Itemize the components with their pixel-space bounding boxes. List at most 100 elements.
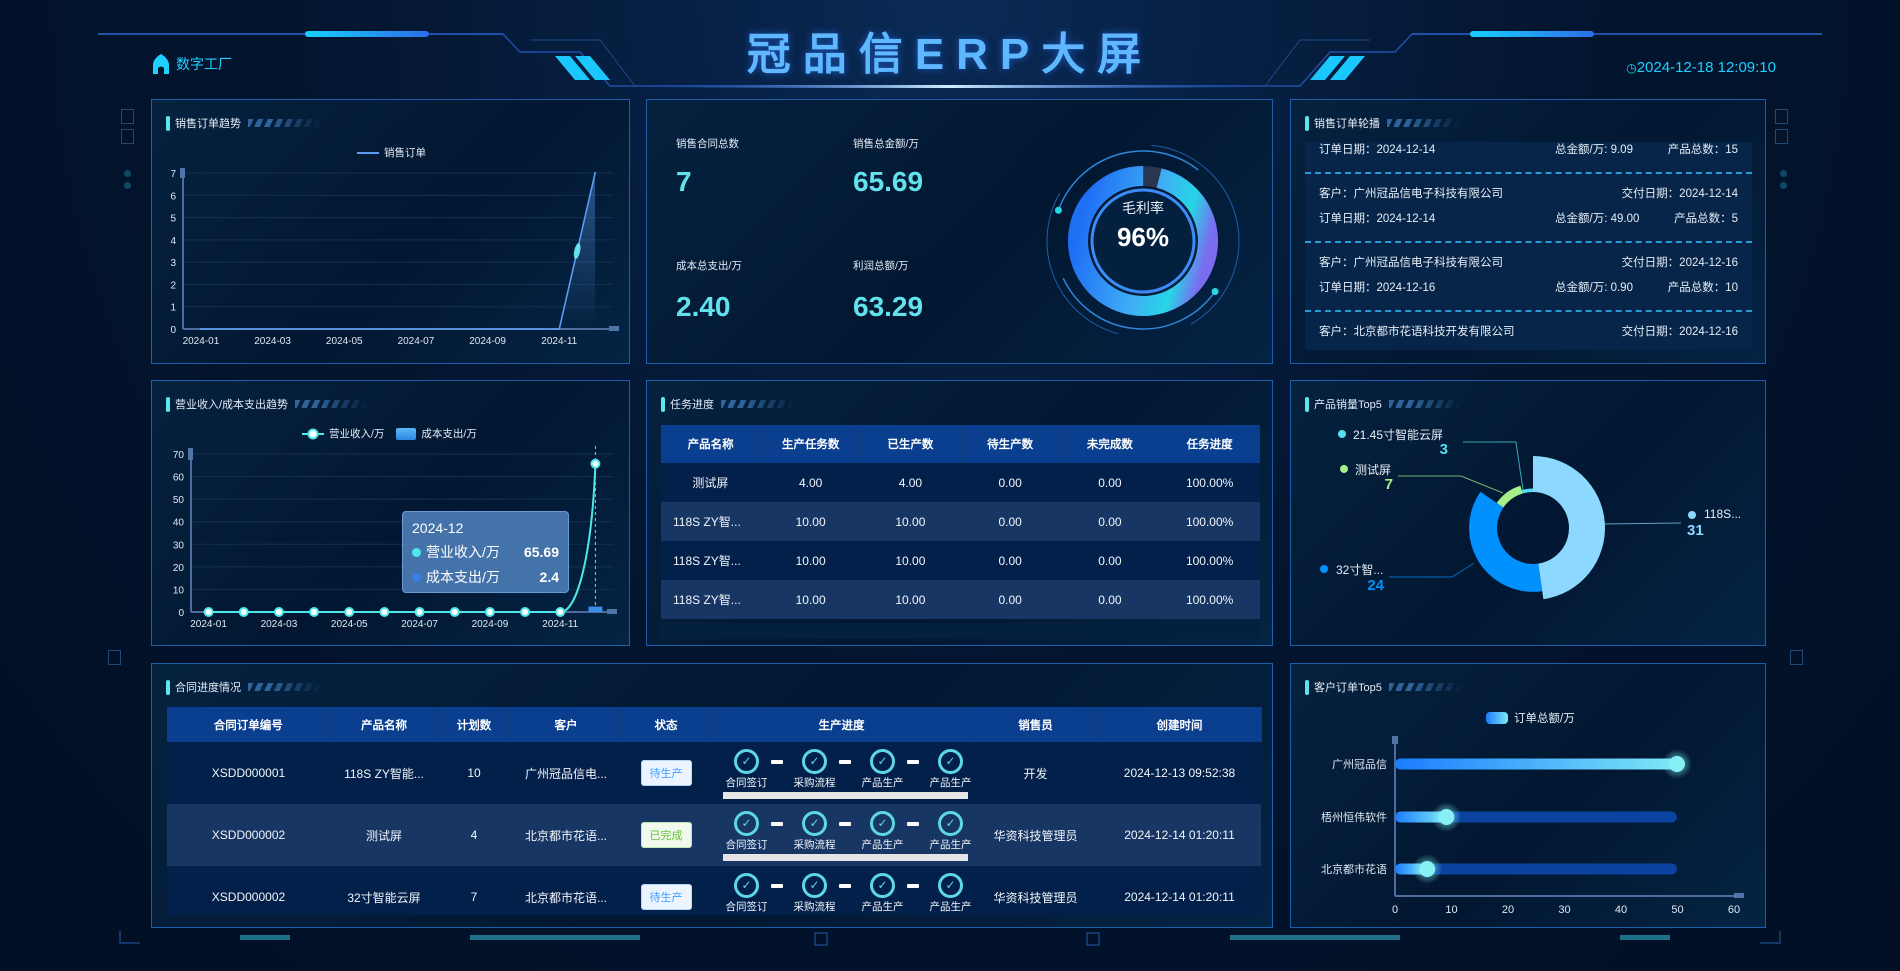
y-tick-label: 10 [173, 585, 185, 596]
status-badge[interactable]: 待生产 [640, 884, 692, 910]
data-point-2024-05 [343, 328, 346, 330]
header-line-right [1412, 33, 1822, 35]
step-label: 合同签订 [725, 901, 768, 913]
title-bar-icon [661, 396, 665, 412]
status-badge[interactable]: 已完成 [640, 822, 692, 848]
side-deco-square [1775, 109, 1788, 124]
legend-label: 销售订单 [384, 147, 426, 159]
slice-value: 24 [1367, 577, 1384, 594]
created-time: 2024-12-13 09:52:38 [1098, 742, 1261, 804]
legend-item-cost[interactable]: 成本支出/万 [396, 426, 477, 441]
side-deco-square [1775, 129, 1788, 144]
table-row[interactable]: XSDD000001 118S ZY智能... 10 广州冠品信电... 待生产 ✓ 合同签… [167, 742, 1261, 804]
step-connector [906, 760, 919, 764]
check-circle-icon: ✓ [870, 873, 895, 898]
bar-end-dot [1668, 756, 1685, 772]
table-row[interactable]: 测试屏 4.00 4.00 0.00 0.00 100.00% [661, 463, 1260, 502]
kpi-value-cost: 2.40 [676, 291, 731, 322]
table-row[interactable]: XSDD000002 测试屏 4 北京都市花语... 已完成 ✓ 合同签订 ✓ 采购流程 ✓ 产品生… [167, 804, 1261, 866]
table-row[interactable]: 118S ZY智... 10.00 10.00 0.00 0.00 100.00% [661, 541, 1260, 580]
contract-id: XSDD000002 [167, 866, 330, 915]
x-tick-label: 60 [1728, 904, 1740, 916]
kpi-label-cost: 成本总支出/万 [676, 260, 742, 272]
order-date: 订单日期：2024-12-14 [1319, 144, 1436, 156]
side-deco-square [121, 109, 134, 124]
series-line [200, 172, 596, 330]
chart-legend[interactable]: 销售订单 [357, 145, 426, 160]
check-circle-icon: ✓ [938, 873, 963, 898]
table-cell: 118S ZY智... [661, 541, 761, 580]
panel-title: 营业收入/成本支出趋势 [166, 396, 370, 412]
table-row[interactable]: XSDD000002 32寸智能云屏 7 北京都市花语... 待生产 ✓ 合同签订 ✓ 采购流程… [167, 866, 1261, 915]
progress-bar [722, 854, 968, 861]
side-deco-square [108, 650, 121, 665]
data-point-2024-06 [379, 328, 382, 330]
table-cell: 0.00 [1060, 463, 1160, 502]
x-tick-label: 2024-07 [398, 336, 435, 347]
side-deco-dot [124, 182, 131, 189]
order-list-item: 订单日期：2024-12-14 总金额/万: 9.09 产品总数：15 [1305, 142, 1752, 174]
column-header: 创建时间 [1098, 707, 1262, 742]
stripes-icon [295, 400, 370, 408]
data-point-2024-10 [522, 328, 525, 330]
order-customer-line: 客户：北京都市花语科技开发有限公司 交付日期：2024-12-16 [1305, 320, 1752, 345]
side-deco-dot [1780, 182, 1787, 189]
x-tick-label: 2024-03 [261, 619, 298, 630]
task-progress-panel: 任务进度 产品名称 生产任务数 已生产数 待生产数 未完成数 任务进度 测试屏 4.00 4.0… [646, 380, 1273, 646]
column-header: 产品名称 [330, 707, 439, 742]
kpi-label-sales-amount: 销售总金额/万 [853, 138, 919, 150]
legend-bar-icon [1486, 712, 1508, 724]
step-label: 产品生产 [861, 901, 904, 913]
column-header: 任务进度 [1159, 425, 1260, 463]
chart-legend[interactable]: 订单总额/万 [1486, 710, 1575, 726]
check-circle-icon: ✓ [938, 811, 963, 836]
side-deco-square [121, 129, 134, 144]
kpi-value-contracts: 7 [676, 166, 692, 197]
revenue-point-2024-09 [484, 607, 495, 617]
sales-order-trend-panel: 0 1 2 3 4 5 6 7 2024-01 2024-03 2024-05 2024-07 2024… [151, 99, 630, 364]
order-amount: 总金额/万: 49.00 [1555, 213, 1640, 225]
y-tick-label: 7 [170, 169, 176, 180]
category-label: 广州冠品信 [1332, 758, 1387, 771]
progress-step: ✓ 采购流程 [785, 873, 845, 914]
flow-highlight [573, 243, 581, 259]
panel-title: 任务进度 [661, 396, 795, 412]
column-header: 合同订单编号 [167, 707, 331, 742]
slice-label: 32寸智... [1336, 563, 1384, 577]
table-cell: 118S ZY智... [661, 580, 761, 619]
data-point-2024-11 [558, 328, 561, 330]
step-label: 采购流程 [793, 839, 836, 851]
x-tick-label: 2024-05 [326, 336, 363, 347]
table-row[interactable]: 118S ZY智... 10.00 10.00 0.00 0.00 100.00% [661, 502, 1260, 541]
order-amount: 总金额/万: 0.90 [1555, 282, 1633, 294]
title-bar-icon [1305, 115, 1309, 131]
step-label: 采购流程 [793, 901, 836, 913]
status-badge[interactable]: 待生产 [640, 760, 692, 786]
step-connector [838, 884, 851, 888]
table-cell: 4.00 [760, 463, 861, 502]
header-glow-left [305, 31, 429, 37]
table-row[interactable]: 118S ZY智... 10.00 10.00 0.00 0.00 100.00% [661, 580, 1260, 619]
bar-background [1395, 863, 1677, 875]
stripes-icon [1387, 119, 1461, 127]
y-zoom-handle [188, 448, 193, 460]
donut-slice-2 [1496, 485, 1523, 508]
customer-name: 北京都市花语... [510, 804, 622, 866]
step-connector [838, 822, 851, 826]
kpi-value-sales-amount: 65.69 [853, 166, 924, 197]
home-link[interactable]: 数字工厂 [152, 54, 232, 74]
legend-dot-icon [1320, 565, 1328, 573]
order-list[interactable]: 订单日期：2024-12-14 总金额/万: 9.09 产品总数：15 客户：广州冠品… [1305, 142, 1752, 350]
y-tick-label: 70 [173, 450, 185, 461]
order-customer: 客户：广州冠品信电子科技有限公司 [1319, 188, 1503, 200]
datetime: ◷2024-12-18 12:09:10 [1626, 59, 1776, 76]
check-circle-icon: ✓ [870, 749, 895, 774]
column-header: 生产任务数 [760, 425, 861, 463]
order-product-count: 产品总数：15 [1667, 144, 1738, 156]
legend-item-revenue[interactable]: 营业收入/万 [302, 426, 384, 441]
table-cell: 100.00% [1159, 463, 1260, 502]
progress-step: ✓ 产品生产 [921, 811, 981, 852]
bar-end-dot [1438, 809, 1455, 825]
table-cell: 100.00% [1159, 580, 1260, 619]
